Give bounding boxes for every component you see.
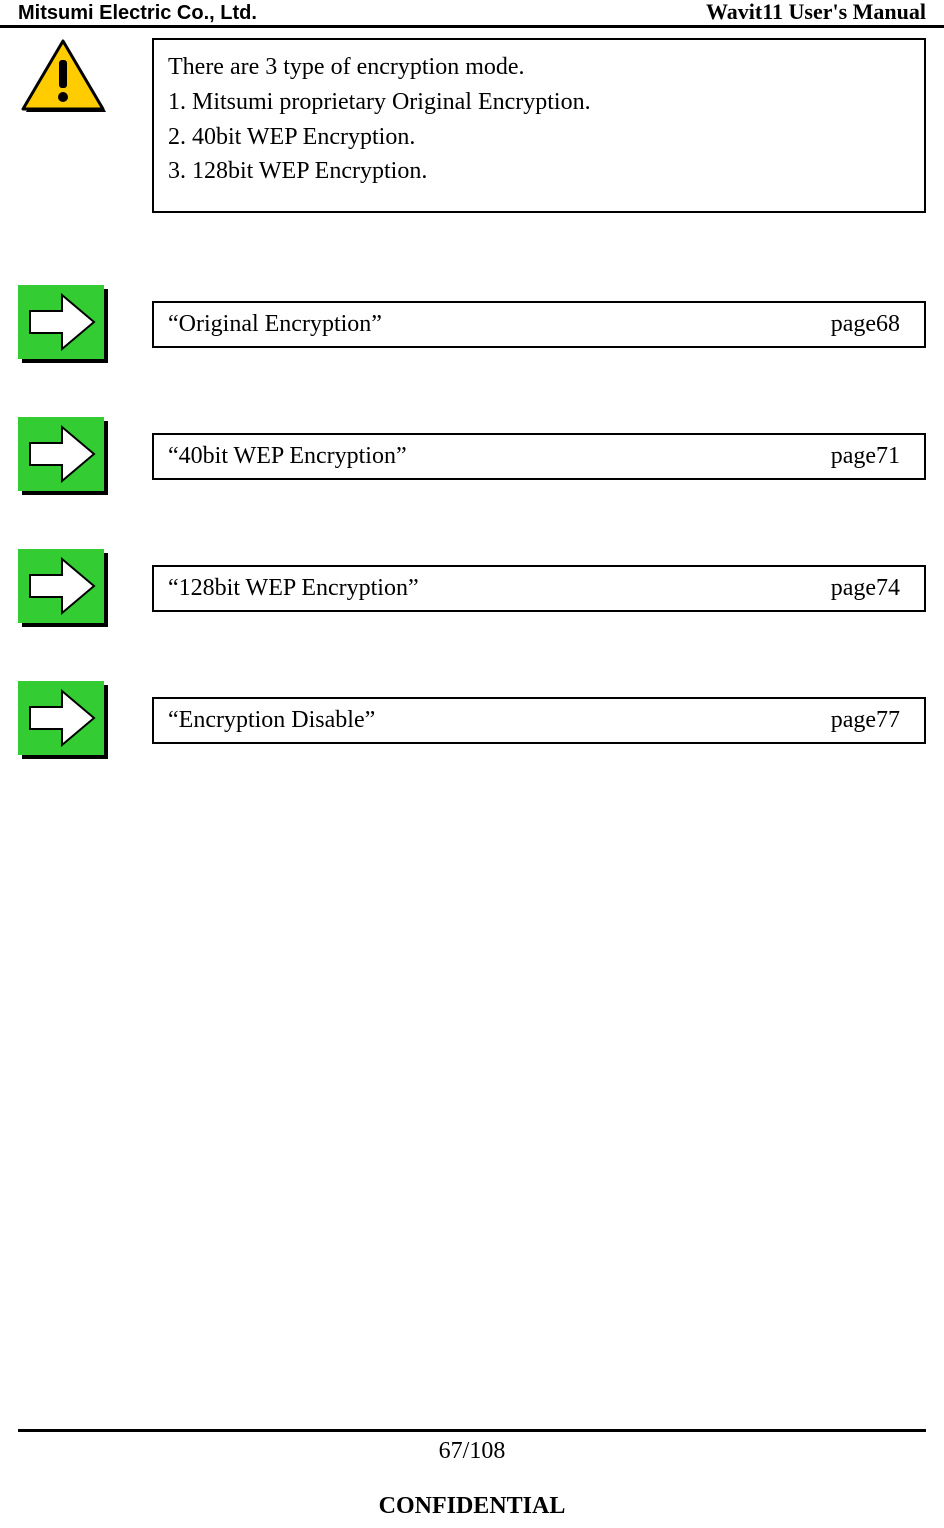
arrow-right-icon — [18, 417, 108, 495]
link-page: page68 — [831, 311, 900, 338]
warning-box: There are 3 type of encryption mode. 1. … — [152, 38, 926, 213]
page-footer: 67/108 CONFIDENTIAL — [0, 1429, 944, 1528]
link-label: “128bit WEP Encryption” — [168, 575, 419, 602]
link-box[interactable]: “Original Encryption” page68 — [152, 301, 926, 348]
warning-section: There are 3 type of encryption mode. 1. … — [18, 38, 926, 213]
link-box[interactable]: “Encryption Disable” page77 — [152, 697, 926, 744]
confidential-label: CONFIDENTIAL — [0, 1493, 944, 1520]
arrow-right-icon — [18, 681, 108, 759]
link-page: page74 — [831, 575, 900, 602]
arrow-right-icon — [18, 549, 108, 627]
page-header: Mitsumi Electric Co., Ltd. Wavit11 User'… — [0, 0, 944, 28]
footer-rule — [18, 1429, 926, 1432]
link-label: “40bit WEP Encryption” — [168, 443, 407, 470]
link-label: “Original Encryption” — [168, 311, 382, 338]
link-page: page77 — [831, 707, 900, 734]
page-number: 67/108 — [0, 1438, 944, 1465]
link-row: “Encryption Disable” page77 — [18, 681, 926, 759]
link-page: page71 — [831, 443, 900, 470]
link-row: “Original Encryption” page68 — [18, 285, 926, 363]
arrow-right-icon — [18, 285, 108, 363]
warning-line: 3. 128bit WEP Encryption. — [168, 154, 910, 189]
warning-line: There are 3 type of encryption mode. — [168, 50, 910, 85]
warning-line: 2. 40bit WEP Encryption. — [168, 120, 910, 155]
header-company: Mitsumi Electric Co., Ltd. — [18, 2, 257, 25]
header-title: Wavit11 User's Manual — [706, 0, 926, 25]
link-label: “Encryption Disable” — [168, 707, 375, 734]
page-content: There are 3 type of encryption mode. 1. … — [0, 28, 944, 759]
link-box[interactable]: “128bit WEP Encryption” page74 — [152, 565, 926, 612]
warning-icon — [18, 38, 108, 116]
warning-line: 1. Mitsumi proprietary Original Encrypti… — [168, 85, 910, 120]
link-row: “128bit WEP Encryption” page74 — [18, 549, 926, 627]
link-box[interactable]: “40bit WEP Encryption” page71 — [152, 433, 926, 480]
link-row: “40bit WEP Encryption” page71 — [18, 417, 926, 495]
